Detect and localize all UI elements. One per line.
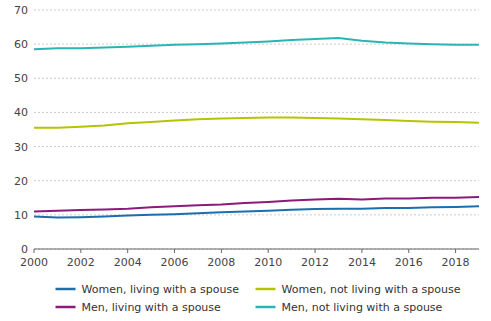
y-tick-label: 30 — [14, 141, 28, 154]
y-tick-label: 0 — [21, 243, 28, 256]
x-tick — [268, 249, 269, 253]
x-axis-line — [34, 249, 479, 250]
legend-label: Men, living with a spouse — [82, 301, 222, 314]
series-line — [34, 38, 479, 49]
x-tick-label: 2000 — [20, 256, 48, 269]
x-tick-label: 2006 — [161, 256, 189, 269]
y-tick-label: 50 — [14, 72, 28, 85]
plot-area — [34, 38, 479, 218]
x-tick-label: 2010 — [254, 256, 282, 269]
x-tick — [408, 249, 409, 253]
x-tick-label: 2002 — [67, 256, 95, 269]
x-tick-label: 2004 — [114, 256, 142, 269]
x-tick-label: 2018 — [442, 256, 470, 269]
x-tick-label: 2012 — [301, 256, 329, 269]
x-tick-label: 2014 — [348, 256, 376, 269]
x-tick — [174, 249, 175, 253]
grid-line — [34, 180, 479, 181]
grid-line — [34, 146, 479, 147]
grid-line — [34, 78, 479, 79]
x-tick-label: 2008 — [207, 256, 235, 269]
legend-label: Women, not living with a spouse — [282, 283, 461, 296]
legend-swatch — [256, 306, 276, 309]
y-tick-label: 10 — [14, 209, 28, 222]
grid-line — [34, 214, 479, 215]
x-tick — [80, 249, 81, 253]
series-line — [34, 118, 479, 128]
grid-line — [34, 249, 479, 250]
legend-label: Women, living with a spouse — [82, 283, 240, 296]
y-tick-label: 60 — [14, 38, 28, 51]
series-line — [34, 206, 479, 217]
x-tick — [127, 249, 128, 253]
x-tick — [34, 249, 35, 253]
legend-swatch — [56, 306, 76, 309]
series-line — [34, 197, 479, 211]
legend-swatch — [256, 288, 276, 291]
x-tick-label: 2016 — [395, 256, 423, 269]
grid-line — [34, 112, 479, 113]
y-tick-label: 70 — [14, 4, 28, 17]
x-tick — [361, 249, 362, 253]
legend-swatch — [56, 288, 76, 291]
chart: 0 10 20 30 40 50 60 70 2000 2002 2004 2006 2008 2010 2… — [0, 0, 491, 321]
x-tick — [315, 249, 316, 253]
grid-line — [34, 10, 479, 11]
x-tick — [455, 249, 456, 253]
legend-label: Men, not living with a spouse — [282, 301, 443, 314]
x-tick — [221, 249, 222, 253]
y-tick-label: 40 — [14, 106, 28, 119]
y-tick-label: 20 — [14, 175, 28, 188]
